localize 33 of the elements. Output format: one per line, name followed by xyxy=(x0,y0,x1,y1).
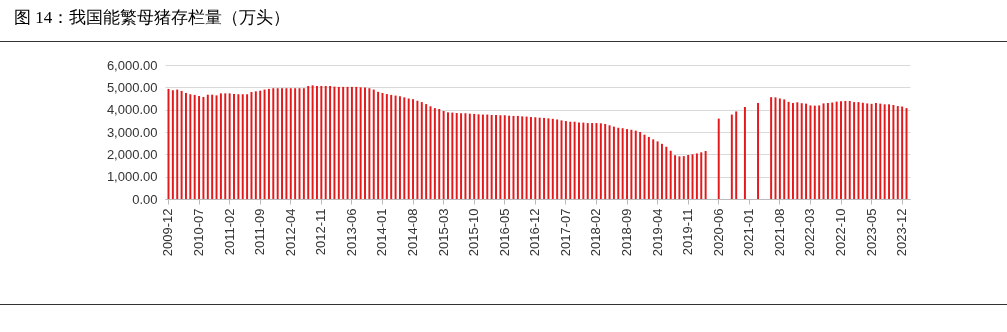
x-tick-label: 2023-12 xyxy=(894,208,910,257)
x-tick-label: 2012-11 xyxy=(313,208,329,256)
y-tick-label: 3,000.00 xyxy=(106,124,158,140)
x-tick-label: 2011-09 xyxy=(252,208,268,256)
chart-title: 图 14：我国能繁母猪存栏量（万头） xyxy=(0,0,1007,42)
x-tick-label: 2016-05 xyxy=(496,208,512,257)
x-tick-label: 2017-07 xyxy=(557,208,573,257)
y-tick-label: 5,000.00 xyxy=(106,79,158,95)
x-tick-label: 2013-06 xyxy=(343,208,359,257)
x-tick-label: 2021-08 xyxy=(771,208,787,257)
x-tick-label: 2009-12 xyxy=(160,208,176,257)
x-tick-label: 2018-09 xyxy=(619,208,635,257)
x-tick-label: 2021-01 xyxy=(741,208,757,257)
x-tick-label: 2011-02 xyxy=(221,208,237,256)
x-tick-label: 2015-03 xyxy=(435,208,451,257)
y-tick-label: 2,000.00 xyxy=(106,146,158,162)
x-tick-label: 2022-10 xyxy=(833,208,848,257)
x-tick-label: 2014-08 xyxy=(405,208,421,257)
x-tick-label: 2019-11 xyxy=(680,208,696,256)
x-tick-label: 2010-07 xyxy=(191,208,207,257)
x-tick-label: 2023-05 xyxy=(863,208,879,257)
y-tick-label: 4,000.00 xyxy=(106,102,158,118)
x-tick-label: 2016-12 xyxy=(527,208,543,257)
x-tick-label: 2022-03 xyxy=(802,208,818,257)
x-tick-label: 2018-02 xyxy=(588,208,604,257)
y-tick-label: 6,000.00 xyxy=(106,57,158,73)
x-tick-label: 2020-06 xyxy=(710,208,726,257)
y-tick-label: 0.00 xyxy=(132,191,158,207)
x-tick-label: 2012-04 xyxy=(282,208,298,257)
x-tick-label: 2015-10 xyxy=(466,208,482,257)
y-tick-label: 1,000.00 xyxy=(106,169,158,185)
x-tick-label: 2019-04 xyxy=(649,208,665,257)
x-tick-label: 2014-01 xyxy=(374,208,390,257)
